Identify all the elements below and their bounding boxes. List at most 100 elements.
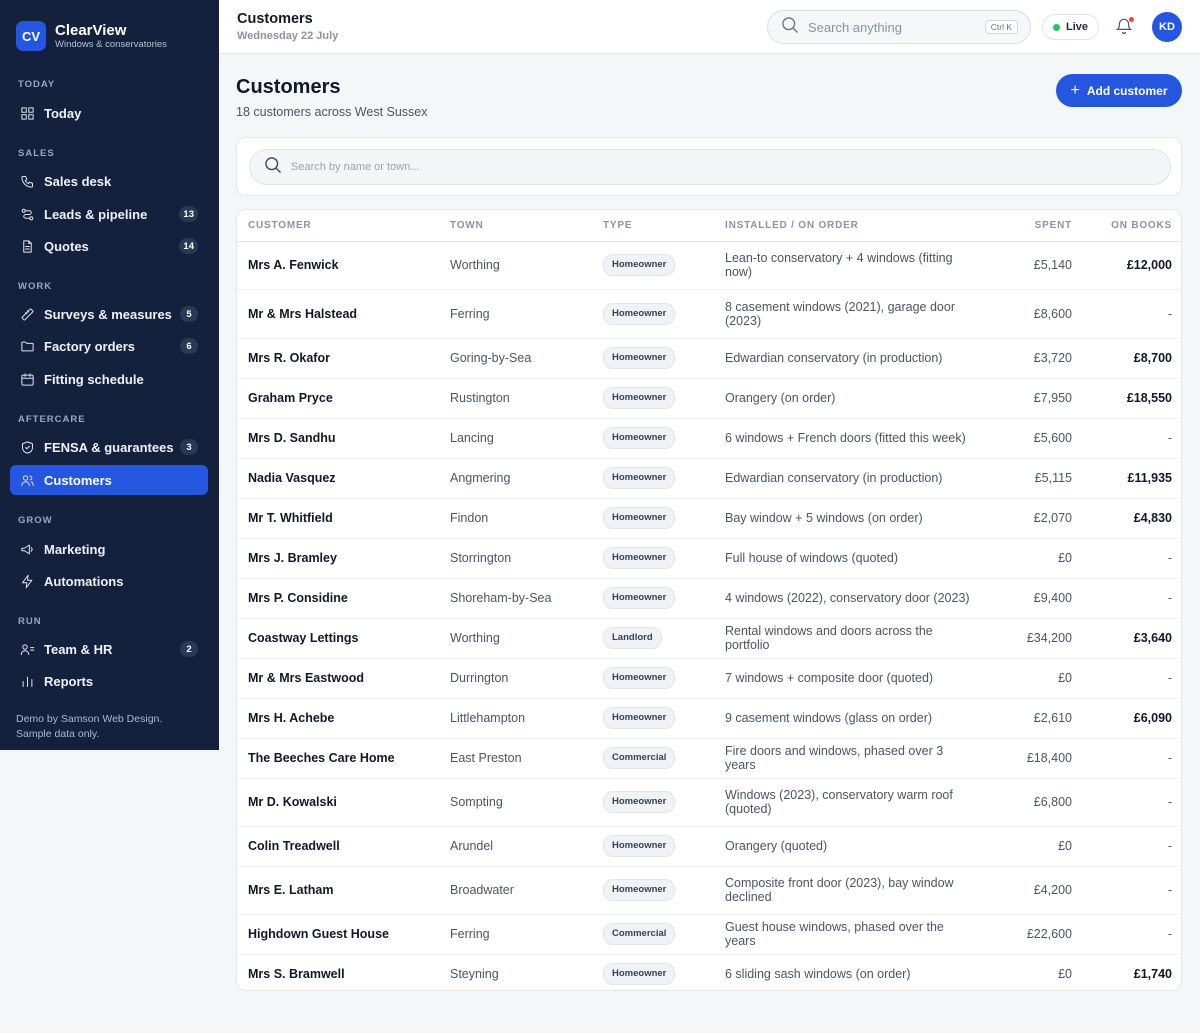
column-header-spent[interactable]: Spent — [987, 210, 1083, 242]
table-row[interactable]: Graham Pryce Rustington Homeowner Orangery … — [237, 378, 1181, 419]
live-dot-icon — [1053, 23, 1060, 31]
table-row[interactable]: Mrs S. Bramwell Steyning Homeowner 6 slidin… — [237, 954, 1181, 990]
top-header: Customers Wednesday 22 July Search anyth… — [219, 0, 1200, 54]
sidebar-item-label: Fitting schedule — [44, 371, 144, 387]
table-row[interactable]: Mrs A. Fenwick Worthing Homeowner Lean-to c… — [237, 241, 1181, 290]
customer-name: Mrs J. Bramley — [237, 538, 439, 579]
sidebar-item-fitting-schedule[interactable]: Fitting schedule — [10, 364, 208, 394]
brand[interactable]: CV ClearView Windows & conservatories — [0, 0, 219, 54]
sidebar-item-automations[interactable]: Automations — [10, 566, 208, 596]
customer-town: Steyning — [450, 967, 499, 982]
customer-spent: £0 — [987, 826, 1083, 867]
column-header-customer[interactable]: Customer — [237, 210, 439, 242]
sidebar-item-label: Automations — [44, 573, 124, 589]
customer-on-books: £3,640 — [1083, 618, 1181, 659]
sidebar-item-label: Today — [44, 105, 82, 121]
header-title: Customers — [237, 11, 313, 27]
plus-icon: + — [1070, 81, 1080, 99]
customer-installed: Rental windows and doors across the port… — [714, 618, 987, 659]
team-icon — [19, 641, 35, 657]
type-badge: Commercial — [603, 747, 676, 769]
type-badge: Commercial — [603, 923, 676, 945]
customer-search-field[interactable] — [249, 149, 1171, 185]
sidebar-item-leads-and-pipeline[interactable]: Leads & pipeline 13 — [10, 199, 208, 229]
customers-table: Customer Town Type Installed / on order … — [237, 210, 1181, 990]
customer-name: Coastway Lettings — [237, 618, 439, 659]
search-icon — [780, 15, 800, 40]
sidebar-item-label: Team & HR — [44, 641, 113, 657]
sidebar-item-marketing[interactable]: Marketing — [10, 534, 208, 564]
table-row[interactable]: Mr T. Whitfield Findon Homeowner Bay window… — [237, 498, 1181, 539]
sidebar-item-sales-desk[interactable]: Sales desk — [10, 166, 208, 196]
customer-installed: Fire doors and windows, phased over 3 ye… — [714, 738, 987, 779]
customer-name: Highdown Guest House — [237, 914, 439, 955]
table-row[interactable]: Nadia Vasquez Angmering Homeowner Edwardian… — [237, 458, 1181, 499]
filter-card — [236, 137, 1182, 196]
customer-town: Ferring — [439, 914, 592, 955]
sidebar-item-fensa-and-guarantees[interactable]: FENSA & guarantees 3 — [10, 432, 208, 462]
table-row[interactable]: Mr & Mrs Eastwood Durrington Homeowner 7 wi… — [237, 658, 1181, 699]
count-badge: 6 — [180, 338, 198, 354]
column-header-town[interactable]: Town — [439, 210, 592, 242]
customer-name: Mrs E. Latham — [237, 866, 439, 915]
type-badge: Homeowner — [603, 427, 676, 449]
sidebar-section-label: Sales — [18, 148, 55, 159]
count-badge: 13 — [179, 206, 198, 222]
footer-line: Demo by Samson Web Design. — [16, 713, 163, 725]
global-search-input[interactable]: Search anything Ctrl K — [767, 10, 1031, 44]
customer-name: Mrs P. Considine — [237, 578, 439, 619]
sidebar-item-team-and-hr[interactable]: Team & HR 2 — [10, 634, 208, 664]
table-row[interactable]: Mrs E. Latham Broadwater Homeowner Composit… — [237, 866, 1181, 915]
phone-icon — [19, 173, 35, 189]
customer-name: Nadia Vasquez — [237, 458, 439, 499]
customer-on-books: £12,000 — [1083, 241, 1181, 290]
dashboard-icon — [19, 105, 35, 121]
type-cell: Commercial — [592, 914, 714, 955]
table-row[interactable]: Mr & Mrs Halstead Ferring Homeowner 8 casem… — [237, 289, 1181, 339]
add-customer-button[interactable]: + Add customer — [1056, 74, 1182, 107]
customer-spent: £0 — [987, 538, 1083, 579]
table-row[interactable]: Colin Treadwell Arundel Homeowner Orangery … — [237, 826, 1181, 867]
column-header-on-books[interactable]: On books — [1083, 210, 1181, 242]
table-row[interactable]: Mrs D. Sandhu Lancing Homeowner 6 windows +… — [237, 418, 1181, 459]
customer-installed: Edwardian conservatory (in production) — [714, 338, 987, 379]
type-cell: Homeowner — [592, 241, 714, 290]
brand-logo: CV — [16, 21, 46, 51]
sidebar-item-today[interactable]: Today — [10, 98, 208, 128]
type-cell: Homeowner — [592, 289, 714, 339]
sidebar-item-reports[interactable]: Reports — [10, 666, 208, 696]
customer-on-books: £1,740 — [1133, 967, 1172, 982]
customer-on-books: - — [1083, 778, 1181, 827]
customer-name: Mr D. Kowalski — [237, 778, 439, 827]
table-row[interactable]: Mrs P. Considine Shoreham-by-Sea Homeowner… — [237, 578, 1181, 619]
type-cell: Homeowner — [592, 698, 714, 739]
sidebar-item-customers[interactable]: Customers — [10, 465, 208, 495]
type-badge: Landlord — [603, 627, 662, 649]
table-row[interactable]: Mrs R. Okafor Goring-by-Sea Homeowner Edwar… — [237, 338, 1181, 379]
table-row[interactable]: Coastway Lettings Worthing Landlord Rental … — [237, 618, 1181, 659]
customer-search-input[interactable] — [291, 161, 1091, 173]
table-row[interactable]: Mrs J. Bramley Storrington Homeowner Full h… — [237, 538, 1181, 579]
page-subtitle: 18 customers across West Sussex — [236, 105, 428, 119]
table-row[interactable]: Mr D. Kowalski Sompting Homeowner Windows (… — [237, 778, 1181, 827]
sidebar-item-quotes[interactable]: Quotes 14 — [10, 231, 208, 261]
column-header-type[interactable]: Type — [592, 210, 714, 242]
table-row[interactable]: Mrs H. Achebe Littlehampton Homeowner 9 cas… — [237, 698, 1181, 739]
customer-town: Broadwater — [439, 866, 592, 915]
table-row[interactable]: Highdown Guest House Ferring Commercial Gue… — [237, 914, 1181, 955]
count-badge: 5 — [180, 306, 198, 322]
live-status-badge[interactable]: Live — [1042, 14, 1099, 40]
user-avatar[interactable]: KD — [1152, 12, 1182, 42]
customer-on-books: - — [1083, 738, 1181, 779]
column-header-installed[interactable]: Installed / on order — [714, 210, 987, 242]
customer-spent: £2,610 — [987, 698, 1083, 739]
customer-installed: Lean-to conservatory + 4 windows (fittin… — [714, 241, 987, 290]
sidebar-item-surveys-and-measures[interactable]: Surveys & measures 5 — [10, 299, 208, 329]
type-badge: Homeowner — [603, 791, 676, 813]
live-label: Live — [1066, 21, 1089, 33]
sidebar-item-factory-orders[interactable]: Factory orders 6 — [10, 331, 208, 361]
table-row[interactable]: The Beeches Care Home East Preston Commerc… — [237, 738, 1181, 779]
type-badge: Homeowner — [603, 835, 676, 857]
notifications-button[interactable] — [1115, 17, 1135, 37]
footer-line: Sample data only. — [16, 728, 100, 740]
